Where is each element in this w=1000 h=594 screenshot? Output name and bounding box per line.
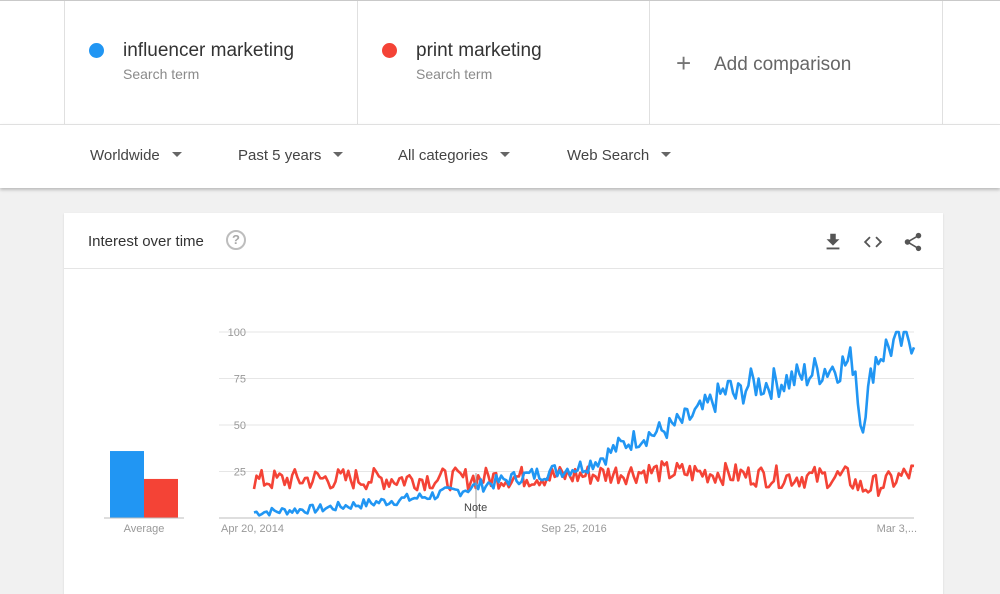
term-name[interactable]: print marketing <box>416 40 542 61</box>
x-tick-label: Apr 20, 2014 <box>221 523 284 535</box>
chart-lines <box>252 330 916 517</box>
average-bar <box>110 451 144 518</box>
y-tick-label: 50 <box>234 420 246 432</box>
search-type-dropdown[interactable]: Web Search <box>567 147 672 164</box>
term-type-label: Search term <box>416 66 493 82</box>
term-name[interactable]: influencer marketing <box>123 40 295 61</box>
filter-bar: Worldwide Past 5 years All categories We… <box>0 124 1000 188</box>
card-title: Interest over time <box>88 233 204 250</box>
note-label: Note <box>464 502 487 514</box>
chart-axis-labels: 100 75 50 25 Apr 20, 2014 Sep 25, 2016 Mar 3,.… <box>221 327 917 535</box>
series-color-dot <box>89 43 104 58</box>
add-comparison-label: Add comparison <box>714 54 852 75</box>
y-tick-label: 100 <box>228 327 246 339</box>
x-tick-label: Sep 25, 2016 <box>541 523 606 535</box>
y-tick-label: 25 <box>234 467 246 479</box>
term-card-print-marketing[interactable]: print marketing Search term <box>358 1 650 125</box>
average-label: Average <box>124 523 165 535</box>
caret-down-icon <box>500 152 511 157</box>
interest-chart: Average 100 75 50 25 Apr 20, 2014 Sep 25, 201… <box>104 327 917 535</box>
time-range-dropdown[interactable]: Past 5 years <box>238 147 344 164</box>
series-line <box>253 330 916 517</box>
region-dropdown-label: Worldwide <box>90 147 160 164</box>
plus-icon: + <box>676 48 692 78</box>
caret-down-icon <box>333 152 344 157</box>
category-dropdown-label: All categories <box>398 147 489 164</box>
x-tick-label: Mar 3,... <box>877 523 917 535</box>
series-line <box>252 460 915 498</box>
term-type-label: Search term <box>123 66 200 82</box>
caret-down-icon <box>661 152 672 157</box>
card-header: Interest over time ? <box>64 213 943 269</box>
embed-icon[interactable] <box>862 231 884 253</box>
category-dropdown[interactable]: All categories <box>398 147 511 164</box>
y-tick-label: 75 <box>234 374 246 386</box>
chart-gridlines <box>219 331 914 519</box>
series-color-dot <box>382 43 397 58</box>
time-range-dropdown-label: Past 5 years <box>238 147 322 164</box>
download-icon[interactable] <box>822 231 844 253</box>
help-icon[interactable]: ? <box>226 230 246 250</box>
search-type-dropdown-label: Web Search <box>567 147 650 164</box>
average-bars: Average <box>104 451 184 535</box>
share-icon[interactable] <box>902 231 924 253</box>
comparison-bar: influencer marketing Search term print m… <box>0 0 1000 125</box>
average-bar <box>144 478 178 518</box>
interest-over-time-card: Interest over time ? Average 100 75 50 25 Ap… <box>64 213 943 594</box>
region-dropdown[interactable]: Worldwide <box>90 147 182 164</box>
caret-down-icon <box>171 152 182 157</box>
add-comparison-button[interactable]: + Add comparison <box>650 1 943 125</box>
term-card-influencer-marketing[interactable]: influencer marketing Search term <box>64 1 358 125</box>
